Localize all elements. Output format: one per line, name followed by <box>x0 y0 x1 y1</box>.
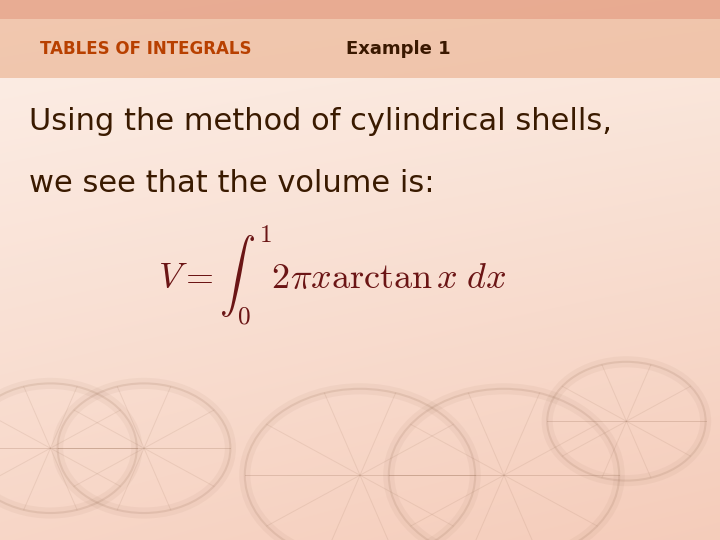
Text: $V = \int_0^1 2\pi x \arctan x \; dx$: $V = \int_0^1 2\pi x \arctan x \; dx$ <box>158 224 506 327</box>
Bar <box>0 0 720 19</box>
Text: TABLES OF INTEGRALS: TABLES OF INTEGRALS <box>40 39 251 58</box>
Text: Example 1: Example 1 <box>346 39 450 58</box>
Text: we see that the volume is:: we see that the volume is: <box>29 169 434 198</box>
Bar <box>0 19 720 78</box>
Text: Using the method of cylindrical shells,: Using the method of cylindrical shells, <box>29 107 612 136</box>
